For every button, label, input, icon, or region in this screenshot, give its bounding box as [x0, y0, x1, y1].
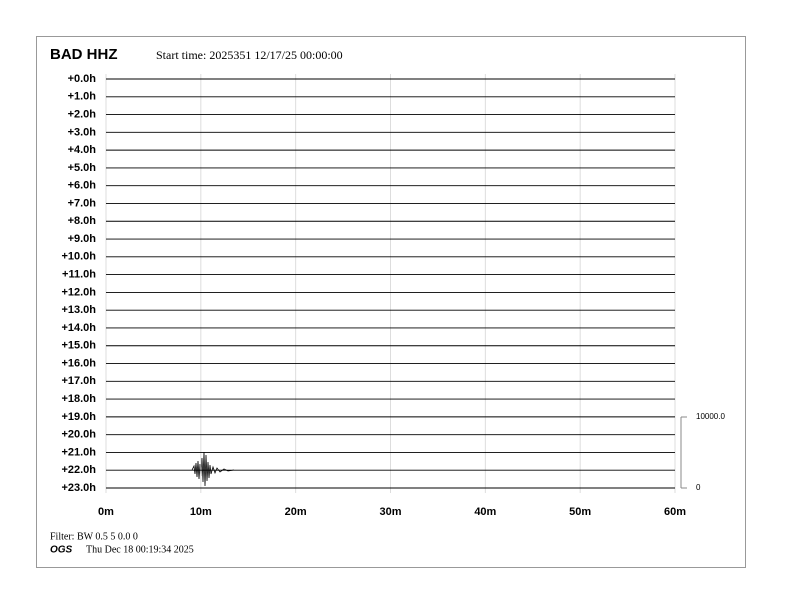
- row-label: +6.0h: [68, 180, 97, 192]
- row-label: +0.0h: [68, 73, 97, 85]
- event-waveform: [191, 451, 235, 487]
- row-label: +5.0h: [68, 162, 97, 174]
- scale-label: 10000.0: [696, 412, 725, 421]
- scale-label: 0: [696, 483, 701, 492]
- x-tick-label: 0m: [98, 506, 114, 518]
- row-label: +13.0h: [61, 304, 96, 316]
- row-label: +10.0h: [61, 251, 96, 263]
- row-label: +23.0h: [61, 482, 96, 494]
- row-label: +14.0h: [61, 322, 96, 334]
- row-label: +19.0h: [61, 411, 96, 423]
- x-tick-label: 40m: [474, 506, 496, 518]
- row-label: +8.0h: [68, 215, 97, 227]
- filter: Filter: BW 0.5 5 0.0 0: [50, 531, 138, 542]
- row-label: +12.0h: [61, 286, 96, 298]
- row-label: +21.0h: [61, 446, 96, 458]
- row-label: +11.0h: [62, 269, 96, 281]
- row-label: +1.0h: [68, 91, 97, 103]
- x-tick-label: 50m: [569, 506, 591, 518]
- x-tick-label: 60m: [664, 506, 686, 518]
- row-label: +22.0h: [61, 464, 96, 476]
- timestamp: Thu Dec 18 00:19:34 2025: [86, 544, 194, 555]
- x-tick-label: 20m: [285, 506, 307, 518]
- row-label: +9.0h: [68, 233, 97, 245]
- row-label: +2.0h: [68, 108, 97, 120]
- row-label: +20.0h: [61, 429, 96, 441]
- row-label: +15.0h: [61, 340, 96, 352]
- row-label: +18.0h: [61, 393, 96, 405]
- agency: OGS: [50, 545, 73, 556]
- row-label: +17.0h: [61, 375, 96, 387]
- start-time: Start time: 2025351 12/17/25 00:00:00: [156, 48, 343, 62]
- station-title: BAD HHZ: [50, 46, 118, 63]
- row-label: +3.0h: [68, 126, 97, 138]
- row-label: +16.0h: [61, 357, 96, 369]
- x-tick-label: 30m: [379, 506, 401, 518]
- x-tick-label: 10m: [190, 506, 212, 518]
- frame: [36, 36, 746, 568]
- row-label: +7.0h: [68, 197, 97, 209]
- row-label: +4.0h: [68, 144, 97, 156]
